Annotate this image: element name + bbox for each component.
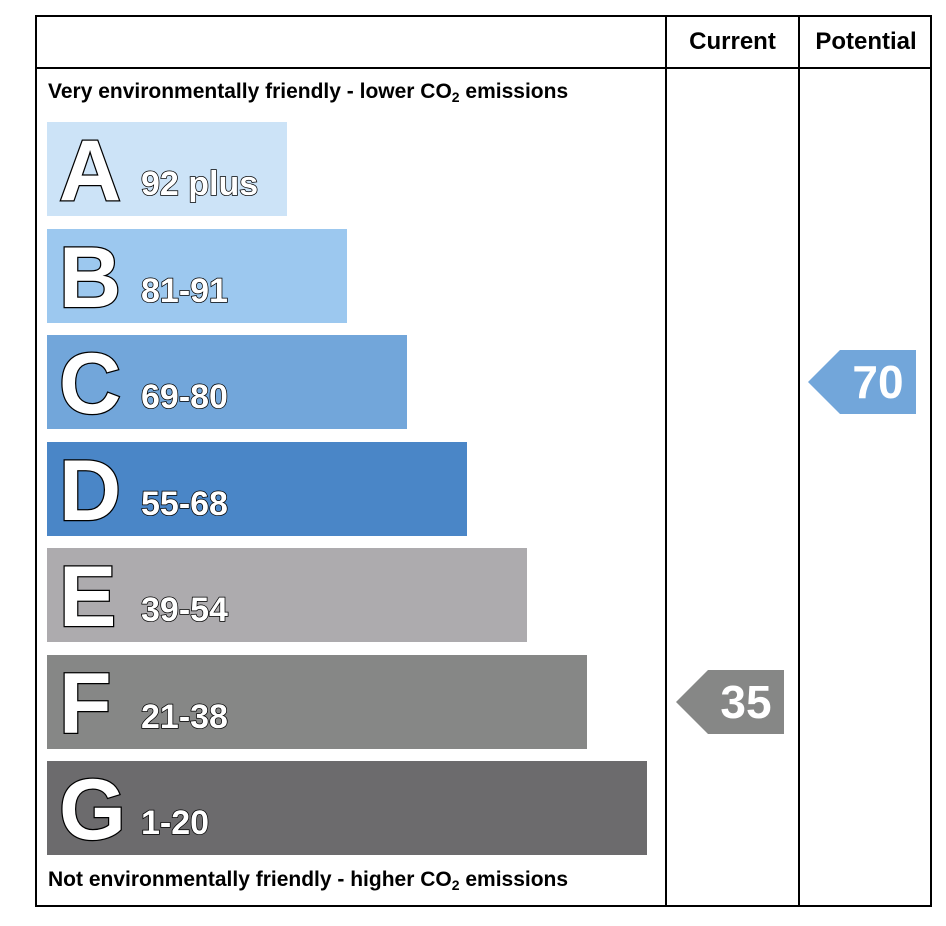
top-caption: Very environmentally friendly - lower CO… [48, 80, 569, 105]
potential-rating-value: 70 [840, 350, 916, 414]
band-range: 1-20 [140, 804, 210, 842]
band-range: 55-68 [140, 485, 228, 523]
chart-frame [35, 15, 932, 907]
current-arrow-tip [676, 670, 708, 734]
band-f: F 21-38 [47, 655, 587, 749]
band-a: A 92 plus [47, 122, 287, 216]
potential-header: Potential [815, 28, 917, 55]
band-range: 92 plus [140, 165, 259, 203]
band-c: C 69-80 [47, 335, 407, 429]
band-e: E 39-54 [47, 548, 527, 642]
band-letter: B [58, 230, 123, 326]
band-letter: D [58, 443, 123, 539]
band-letter: E [58, 549, 118, 645]
band-range: 39-54 [140, 591, 228, 629]
potential-rating-arrow: 70 [808, 350, 916, 414]
band-g: G 1-20 [47, 761, 647, 855]
potential-column-divider [798, 15, 800, 907]
current-rating-arrow: 35 [676, 670, 784, 734]
band-b: B 81-91 [47, 229, 347, 323]
band-letter: C [58, 336, 123, 432]
header-divider [35, 67, 932, 69]
current-rating-value: 35 [708, 670, 784, 734]
current-header: Current [689, 28, 776, 55]
band-d: D 55-68 [47, 442, 467, 536]
band-range: 21-38 [140, 698, 228, 736]
potential-arrow-tip [808, 350, 840, 414]
band-range: 69-80 [140, 378, 228, 416]
current-column-divider [665, 15, 667, 907]
band-letter: A [58, 123, 123, 219]
band-range: 81-91 [140, 272, 228, 310]
band-letter: F [58, 656, 113, 752]
bottom-caption: Not environmentally friendly - higher CO… [48, 868, 569, 893]
band-letter: G [58, 762, 127, 858]
